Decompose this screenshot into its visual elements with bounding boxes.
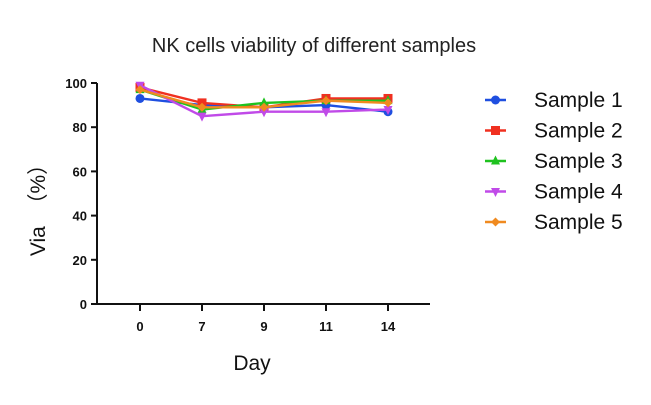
data-point-sample-4: [259, 108, 269, 118]
x-axis-title: Day: [233, 352, 271, 375]
legend-item-sample-2: Sample 2: [485, 120, 623, 143]
data-point-sample-5: [197, 102, 207, 112]
legend-marker: [491, 95, 500, 105]
legend-item-sample-3: Sample 3: [485, 150, 623, 173]
y-tick-label: 20: [73, 253, 87, 268]
x-tick-label: 14: [381, 319, 396, 334]
data-point-sample-3: [259, 97, 269, 107]
y-tick-label: 80: [73, 120, 87, 135]
series-sample-5: [135, 85, 393, 112]
x-tick-label: 7: [198, 319, 205, 334]
x-tick-label: 9: [260, 319, 267, 334]
legend-marker: [491, 188, 500, 197]
legend-marker: [491, 126, 500, 135]
y-tick-label: 0: [80, 297, 87, 312]
plot-area: 0 20 40 60 80 100 0 7 9 11 14: [65, 76, 430, 334]
y-tick-label: 60: [73, 164, 87, 179]
data-point-sample-4: [383, 106, 393, 116]
legend-item-sample-1: Sample 1: [485, 89, 623, 112]
x-tick-label: 0: [136, 319, 143, 334]
legend-item-sample-5: Sample 5: [485, 211, 623, 234]
legend-item-sample-4: Sample 4: [485, 181, 623, 204]
legend-label: Sample 2: [534, 120, 623, 143]
x-tick-label: 11: [319, 319, 333, 334]
y-axis-title: Via （%）: [27, 154, 50, 256]
data-point-sample-5: [259, 102, 269, 112]
legend-label: Sample 4: [534, 181, 623, 204]
data-point-sample-4: [321, 108, 331, 118]
legend-label: Sample 5: [534, 211, 623, 234]
data-point-sample-4: [197, 112, 207, 122]
chart-title: NK cells viability of different samples: [152, 35, 476, 57]
legend-marker: [491, 155, 500, 165]
data-point-sample-5: [135, 85, 145, 95]
legend-marker: [491, 217, 500, 227]
legend-label: Sample 1: [534, 89, 623, 112]
y-tick-label: 40: [73, 209, 87, 224]
data-point-sample-5: [321, 96, 331, 106]
data-point-sample-1: [135, 93, 145, 103]
legend-label: Sample 3: [534, 150, 623, 173]
data-point-sample-5: [383, 98, 393, 108]
y-tick-label: 100: [65, 76, 87, 91]
legend: Sample 1 Sample 2 Sample 3 Sample 4 Sample 5: [485, 89, 623, 234]
